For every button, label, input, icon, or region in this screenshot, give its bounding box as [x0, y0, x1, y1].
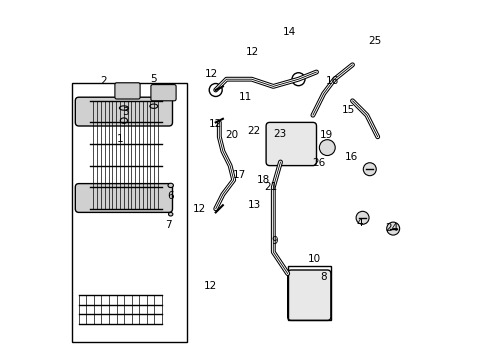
Bar — [72, 83, 186, 342]
Circle shape — [355, 211, 368, 224]
Ellipse shape — [149, 104, 158, 108]
Text: 5: 5 — [150, 74, 157, 84]
Circle shape — [386, 222, 399, 235]
Text: 15: 15 — [342, 105, 355, 115]
Text: 7: 7 — [165, 220, 172, 230]
Text: 12: 12 — [204, 69, 217, 79]
Text: 25: 25 — [367, 36, 381, 46]
Text: 20: 20 — [225, 130, 238, 140]
Text: 14: 14 — [282, 27, 296, 37]
Text: 6: 6 — [167, 191, 174, 201]
Text: 8: 8 — [320, 272, 326, 282]
Text: 4: 4 — [356, 218, 362, 228]
FancyBboxPatch shape — [75, 184, 172, 212]
Text: 19: 19 — [319, 130, 332, 140]
FancyBboxPatch shape — [265, 122, 316, 166]
Ellipse shape — [168, 183, 173, 188]
FancyBboxPatch shape — [75, 97, 172, 126]
Circle shape — [363, 163, 375, 176]
Text: 12: 12 — [209, 119, 222, 129]
Text: 16: 16 — [345, 152, 358, 162]
Text: 11: 11 — [238, 92, 251, 102]
Text: 16: 16 — [325, 76, 339, 86]
Text: 1: 1 — [117, 134, 123, 144]
Text: 9: 9 — [271, 236, 278, 246]
FancyBboxPatch shape — [115, 83, 140, 99]
Text: 2: 2 — [100, 76, 106, 86]
Circle shape — [319, 140, 335, 156]
Ellipse shape — [120, 118, 127, 123]
Text: 13: 13 — [247, 200, 260, 210]
Text: 12: 12 — [192, 204, 206, 214]
Text: 10: 10 — [307, 254, 321, 264]
FancyBboxPatch shape — [151, 85, 176, 101]
Ellipse shape — [168, 212, 172, 216]
Text: 22: 22 — [246, 126, 260, 136]
Text: 18: 18 — [256, 175, 270, 185]
Bar — [287, 266, 330, 320]
FancyBboxPatch shape — [287, 270, 330, 320]
Text: 23: 23 — [273, 129, 286, 139]
Text: 12: 12 — [245, 47, 259, 57]
Text: 24: 24 — [385, 222, 398, 233]
Text: 17: 17 — [232, 170, 245, 180]
Text: 12: 12 — [203, 281, 217, 291]
Text: 3: 3 — [122, 107, 129, 117]
Text: 21: 21 — [264, 182, 277, 192]
Ellipse shape — [119, 106, 128, 110]
Text: 26: 26 — [312, 158, 325, 168]
